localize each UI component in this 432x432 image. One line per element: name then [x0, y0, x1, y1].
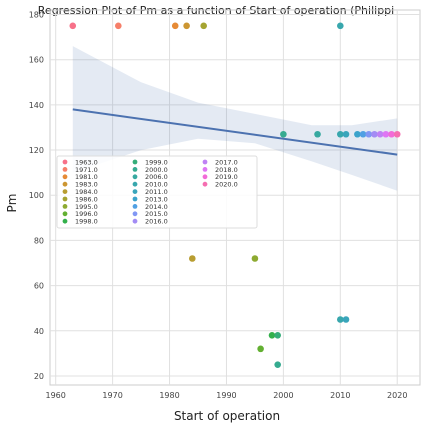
data-point — [354, 130, 361, 138]
legend-marker — [132, 211, 138, 217]
x-tick-label: 1970 — [102, 391, 122, 400]
data-point — [376, 130, 384, 138]
legend-label: 1983.0 — [75, 181, 98, 189]
plot-frame — [49, 9, 421, 386]
legend-marker — [132, 189, 138, 195]
legend-marker — [132, 181, 138, 187]
data-point — [280, 130, 287, 138]
y-tick-label: 20 — [34, 372, 44, 381]
legend-label: 1963.0 — [75, 158, 98, 166]
legend-marker — [132, 174, 138, 180]
data-point — [171, 22, 179, 30]
legend: 1963.01971.01981.01983.01984.01986.01995… — [56, 155, 258, 229]
legend-marker — [62, 196, 68, 202]
x-tick-label: 2000 — [273, 391, 293, 400]
legend-label: 2013.0 — [145, 195, 168, 203]
data-point — [314, 130, 321, 138]
legend-label: 1999.0 — [145, 158, 168, 166]
legend-label: 2016.0 — [145, 218, 168, 226]
x-axis-label: Start of operation — [174, 409, 280, 423]
y-axis-label: Pm — [5, 194, 19, 213]
data-point — [337, 316, 344, 323]
scatter-points — [69, 22, 401, 368]
data-point — [337, 22, 344, 30]
legend-marker — [62, 211, 68, 217]
y-tick-label: 140 — [29, 101, 44, 110]
data-point — [388, 130, 395, 138]
legend-label: 1986.0 — [75, 195, 98, 203]
axis-ticks: 1960 1970 1980 1990 2000 2010 2020204060801001… — [29, 11, 408, 400]
x-tick-label: 1990 — [216, 391, 236, 400]
legend-marker — [62, 218, 68, 224]
legend-marker — [202, 181, 208, 187]
legend-label: 2010.0 — [145, 181, 168, 189]
legend-label: 1995.0 — [75, 203, 98, 211]
y-tick-label: 160 — [29, 56, 44, 65]
legend-marker — [202, 174, 208, 180]
grid — [49, 9, 421, 386]
data-point — [251, 255, 259, 262]
x-tick-label: 2010 — [330, 391, 350, 400]
legend-label: 1998.0 — [75, 218, 98, 226]
legend-box — [56, 155, 258, 229]
y-tick-label: 80 — [34, 236, 44, 245]
data-point — [337, 130, 344, 138]
data-point — [189, 255, 196, 262]
x-tick-label: 2020 — [387, 391, 407, 400]
legend-label: 2017.0 — [215, 158, 238, 166]
legend-marker — [62, 204, 68, 209]
regression-line — [72, 108, 398, 156]
legend-marker — [62, 189, 68, 195]
y-tick-label: 40 — [34, 327, 44, 336]
legend-marker — [62, 167, 68, 172]
data-point — [371, 130, 378, 138]
legend-marker — [202, 159, 208, 165]
legend-label: 2006.0 — [145, 173, 168, 181]
legend-label: 2020.0 — [215, 181, 238, 189]
y-tick-label: 180 — [29, 11, 44, 20]
legend-label: 1984.0 — [75, 188, 98, 196]
y-tick-label: 120 — [29, 146, 44, 155]
legend-label: 2011.0 — [145, 188, 168, 196]
data-point — [274, 332, 281, 339]
legend-marker — [62, 159, 68, 165]
data-point — [342, 316, 350, 323]
legend-label: 2015.0 — [145, 210, 168, 218]
legend-marker — [132, 196, 138, 202]
data-point — [365, 130, 373, 138]
legend-label: 2019.0 — [215, 173, 238, 181]
legend-marker — [132, 167, 138, 172]
data-point — [183, 22, 190, 30]
x-tick-label: 1980 — [159, 391, 179, 400]
data-point — [268, 332, 276, 339]
data-point — [69, 22, 77, 30]
data-point — [115, 22, 122, 30]
data-point — [342, 130, 350, 138]
x-tick-label: 1960 — [46, 391, 66, 400]
legend-label: 2018.0 — [215, 166, 238, 174]
legend-label: 1971.0 — [75, 166, 98, 174]
legend-marker — [62, 181, 68, 187]
data-point — [274, 361, 281, 368]
y-tick-label: 60 — [34, 282, 44, 291]
legend-label: 2014.0 — [145, 203, 168, 211]
legend-marker — [132, 159, 138, 165]
legend-label: 2000.0 — [145, 166, 168, 174]
confidence-band-area — [72, 46, 398, 191]
legend-marker — [132, 204, 138, 209]
data-point — [393, 130, 401, 138]
data-point — [382, 130, 390, 138]
data-point — [359, 130, 367, 138]
legend-label: 1996.0 — [75, 210, 98, 218]
data-point — [200, 22, 207, 30]
data-point — [257, 345, 264, 353]
legend-marker — [62, 174, 68, 180]
y-tick-label: 100 — [29, 191, 44, 200]
regression-line-group — [72, 108, 398, 156]
legend-marker — [202, 167, 208, 172]
confidence-band — [72, 46, 398, 191]
legend-label: 1981.0 — [75, 173, 98, 181]
legend-marker — [132, 218, 138, 224]
